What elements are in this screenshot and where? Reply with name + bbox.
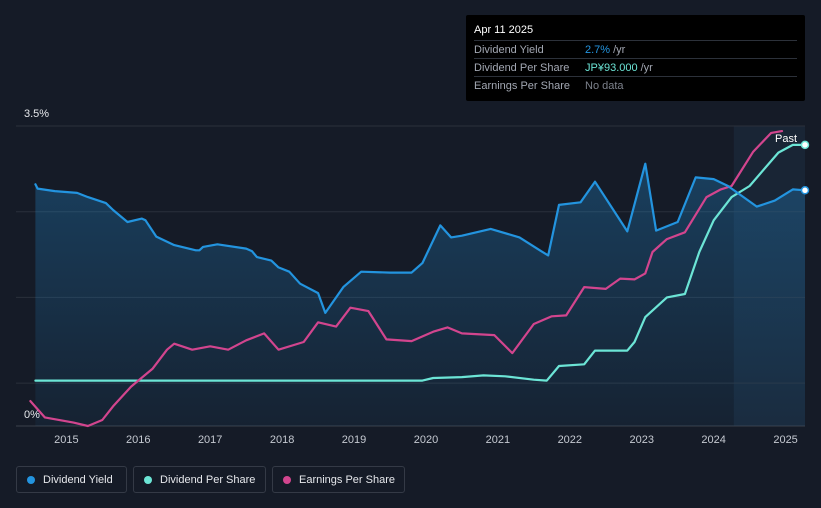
legend-dividend-yield[interactable]: Dividend Yield	[16, 466, 127, 493]
x-tick-label: 2015	[54, 434, 78, 446]
x-tick-label: 2024	[701, 434, 725, 446]
y-axis: 3.5% 0%	[24, 108, 49, 421]
legend-dot-icon	[283, 476, 291, 484]
series-layer	[29, 130, 810, 428]
tooltip-label: Earnings Per Share	[474, 80, 570, 92]
earnings-per-share-line	[29, 130, 784, 428]
legend-label: Earnings Per Share	[299, 474, 395, 486]
y-tick-label: 3.5%	[24, 108, 49, 120]
dividend-per-share-end-marker	[800, 140, 810, 150]
x-tick-label: 2019	[342, 434, 366, 446]
past-label: Past	[775, 133, 797, 145]
x-axis: 2015 2016 2017 2018 2019 2020 2021 2022 2023 2024…	[54, 434, 798, 446]
x-tick-label: 2020	[414, 434, 438, 446]
tooltip-row-dividend-yield: Dividend Yield 2.7%/yr	[474, 40, 797, 58]
tooltip-date: Apr 11 2025	[474, 24, 534, 36]
tooltip-row-earnings-per-share: Earnings Per Share No data	[474, 76, 797, 94]
x-tick-label: 2018	[270, 434, 294, 446]
hover-tooltip: Apr 11 2025 Dividend Yield 2.7%/yr Divid…	[466, 15, 805, 101]
tooltip-value: 2.7%/yr	[585, 44, 626, 56]
legend-dividend-per-share[interactable]: Dividend Per Share	[133, 466, 266, 493]
x-tick-label: 2022	[558, 434, 582, 446]
x-tick-label: 2016	[126, 434, 150, 446]
legend-dot-icon	[144, 476, 152, 484]
x-tick-label: 2023	[629, 434, 653, 446]
tooltip-label: Dividend Yield	[474, 44, 544, 56]
x-tick-label: 2025	[773, 434, 797, 446]
tooltip-row-dividend-per-share: Dividend Per Share JP¥93.000/yr	[474, 58, 797, 76]
tooltip-label: Dividend Per Share	[474, 62, 570, 74]
tooltip-value: JP¥93.000/yr	[585, 62, 653, 74]
y-tick-label: 0%	[24, 409, 40, 421]
dividend-yield-line	[34, 162, 807, 314]
legend-earnings-per-share[interactable]: Earnings Per Share	[272, 466, 405, 493]
dividend-yield-area	[35, 163, 805, 426]
legend-label: Dividend Yield	[43, 474, 113, 486]
tooltip-value: No data	[585, 80, 624, 92]
legend-label: Dividend Per Share	[160, 474, 256, 486]
x-tick-label: 2017	[198, 434, 222, 446]
x-tick-label: 2021	[486, 434, 510, 446]
dividend-yield-end-marker	[800, 186, 810, 195]
legend-dot-icon	[27, 476, 35, 484]
